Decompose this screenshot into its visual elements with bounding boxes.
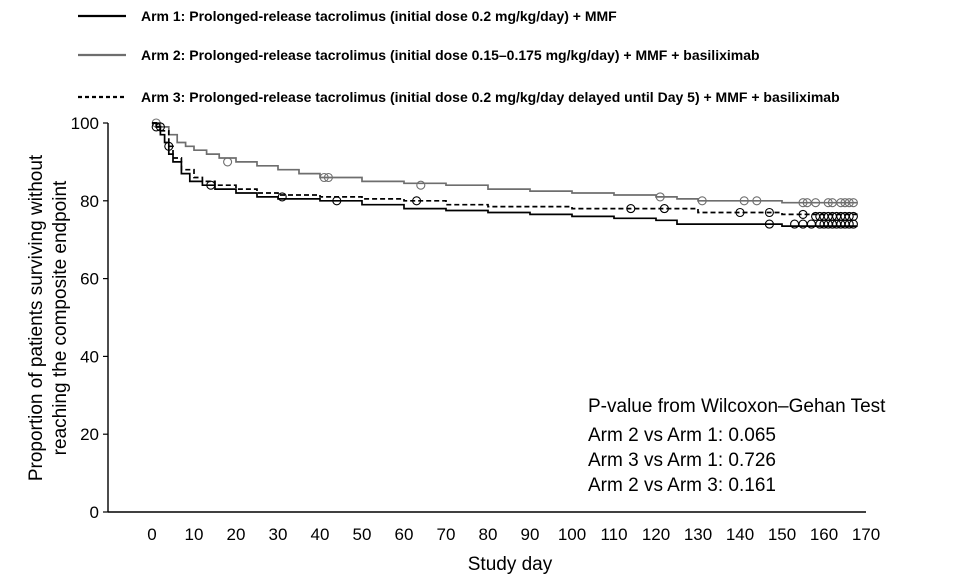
censor-mark [798,209,808,219]
x-tick-label: 130 [684,525,712,544]
censor-mark [798,198,808,208]
x-tick-label: 140 [726,525,754,544]
x-tick-label: 30 [269,525,288,544]
censor-mark [764,207,774,218]
x-tick-label: 100 [558,525,586,544]
censor-mark [764,219,774,229]
legend: Arm 1: Prolonged-release tacrolimus (ini… [78,8,840,105]
annotation-title: P-value from Wilcoxon–Gehan Test [588,396,886,417]
censor-mark [844,219,854,229]
censor-mark [164,141,174,151]
x-tick-label: 150 [768,525,796,544]
censor-mark [823,198,833,208]
y-tick-label: 80 [80,192,99,211]
y-tick-label: 40 [80,347,99,366]
y-tick-label: 20 [80,425,99,444]
censor-mark [735,207,745,218]
censor-mark [416,180,426,190]
series-layer [151,118,859,229]
x-tick-label: 60 [395,525,414,544]
censor-mark [626,204,636,214]
censor-mark [412,196,422,206]
y-axis-title-line: reaching the composite endpoint [50,180,71,455]
x-tick-label: 120 [642,525,670,544]
x-tick-label: 160 [810,525,838,544]
pvalue-annotation: P-value from Wilcoxon–Gehan Test Arm 2 vs… [588,396,886,496]
y-tick-label: 60 [80,270,99,289]
y-tick-label: 0 [90,503,99,522]
censor-mark [332,196,342,206]
x-tick-label: 110 [600,525,627,544]
censor-mark [223,157,233,167]
x-tick-label: 170 [852,525,880,544]
x-tick-label: 0 [147,525,156,544]
y-tick-label: 100 [71,114,99,133]
censor-mark [752,196,762,206]
annotation-line: Arm 2 vs Arm 1: 0.065 [588,425,776,446]
x-tick-label: 20 [227,525,246,544]
x-tick-label: 70 [437,525,456,544]
censor-mark [659,204,669,214]
series-line [152,122,859,217]
axes: 0 20 40 60 80 100 0 10 20 30 40 50 60 70 80 90 100 110 120… [26,114,880,575]
censor-mark [697,196,707,206]
x-tick-label: 90 [521,525,540,544]
legend-label: Arm 2: Prolonged-release tacrolimus (ini… [141,47,760,63]
x-tick-label: 10 [185,525,204,544]
y-axis-title: Proportion of patients surviving without… [26,154,71,481]
x-tick-label: 40 [311,525,330,544]
censor-mark [844,198,854,208]
censor-mark [848,219,858,229]
censor-mark [811,198,821,208]
censor-mark [655,192,665,202]
censor-mark [323,172,333,183]
censor-mark [739,196,749,206]
legend-label: Arm 1: Prolonged-release tacrolimus (ini… [141,8,617,24]
censor-mark [277,192,287,202]
x-tick-label: 50 [353,525,372,544]
censor-mark [151,122,161,132]
y-axis-title-line: Proportion of patients surviving without [26,154,47,481]
annotation-line: Arm 3 vs Arm 1: 0.726 [588,450,776,471]
series-line [152,122,858,227]
legend-label: Arm 3: Prolonged-release tacrolimus (ini… [141,89,840,105]
x-tick-label: 80 [479,525,498,544]
annotation-line: Arm 2 vs Arm 3: 0.161 [588,475,776,496]
censor-mark [848,198,858,208]
x-axis-title: Study day [468,554,553,575]
censor-mark [319,172,329,183]
